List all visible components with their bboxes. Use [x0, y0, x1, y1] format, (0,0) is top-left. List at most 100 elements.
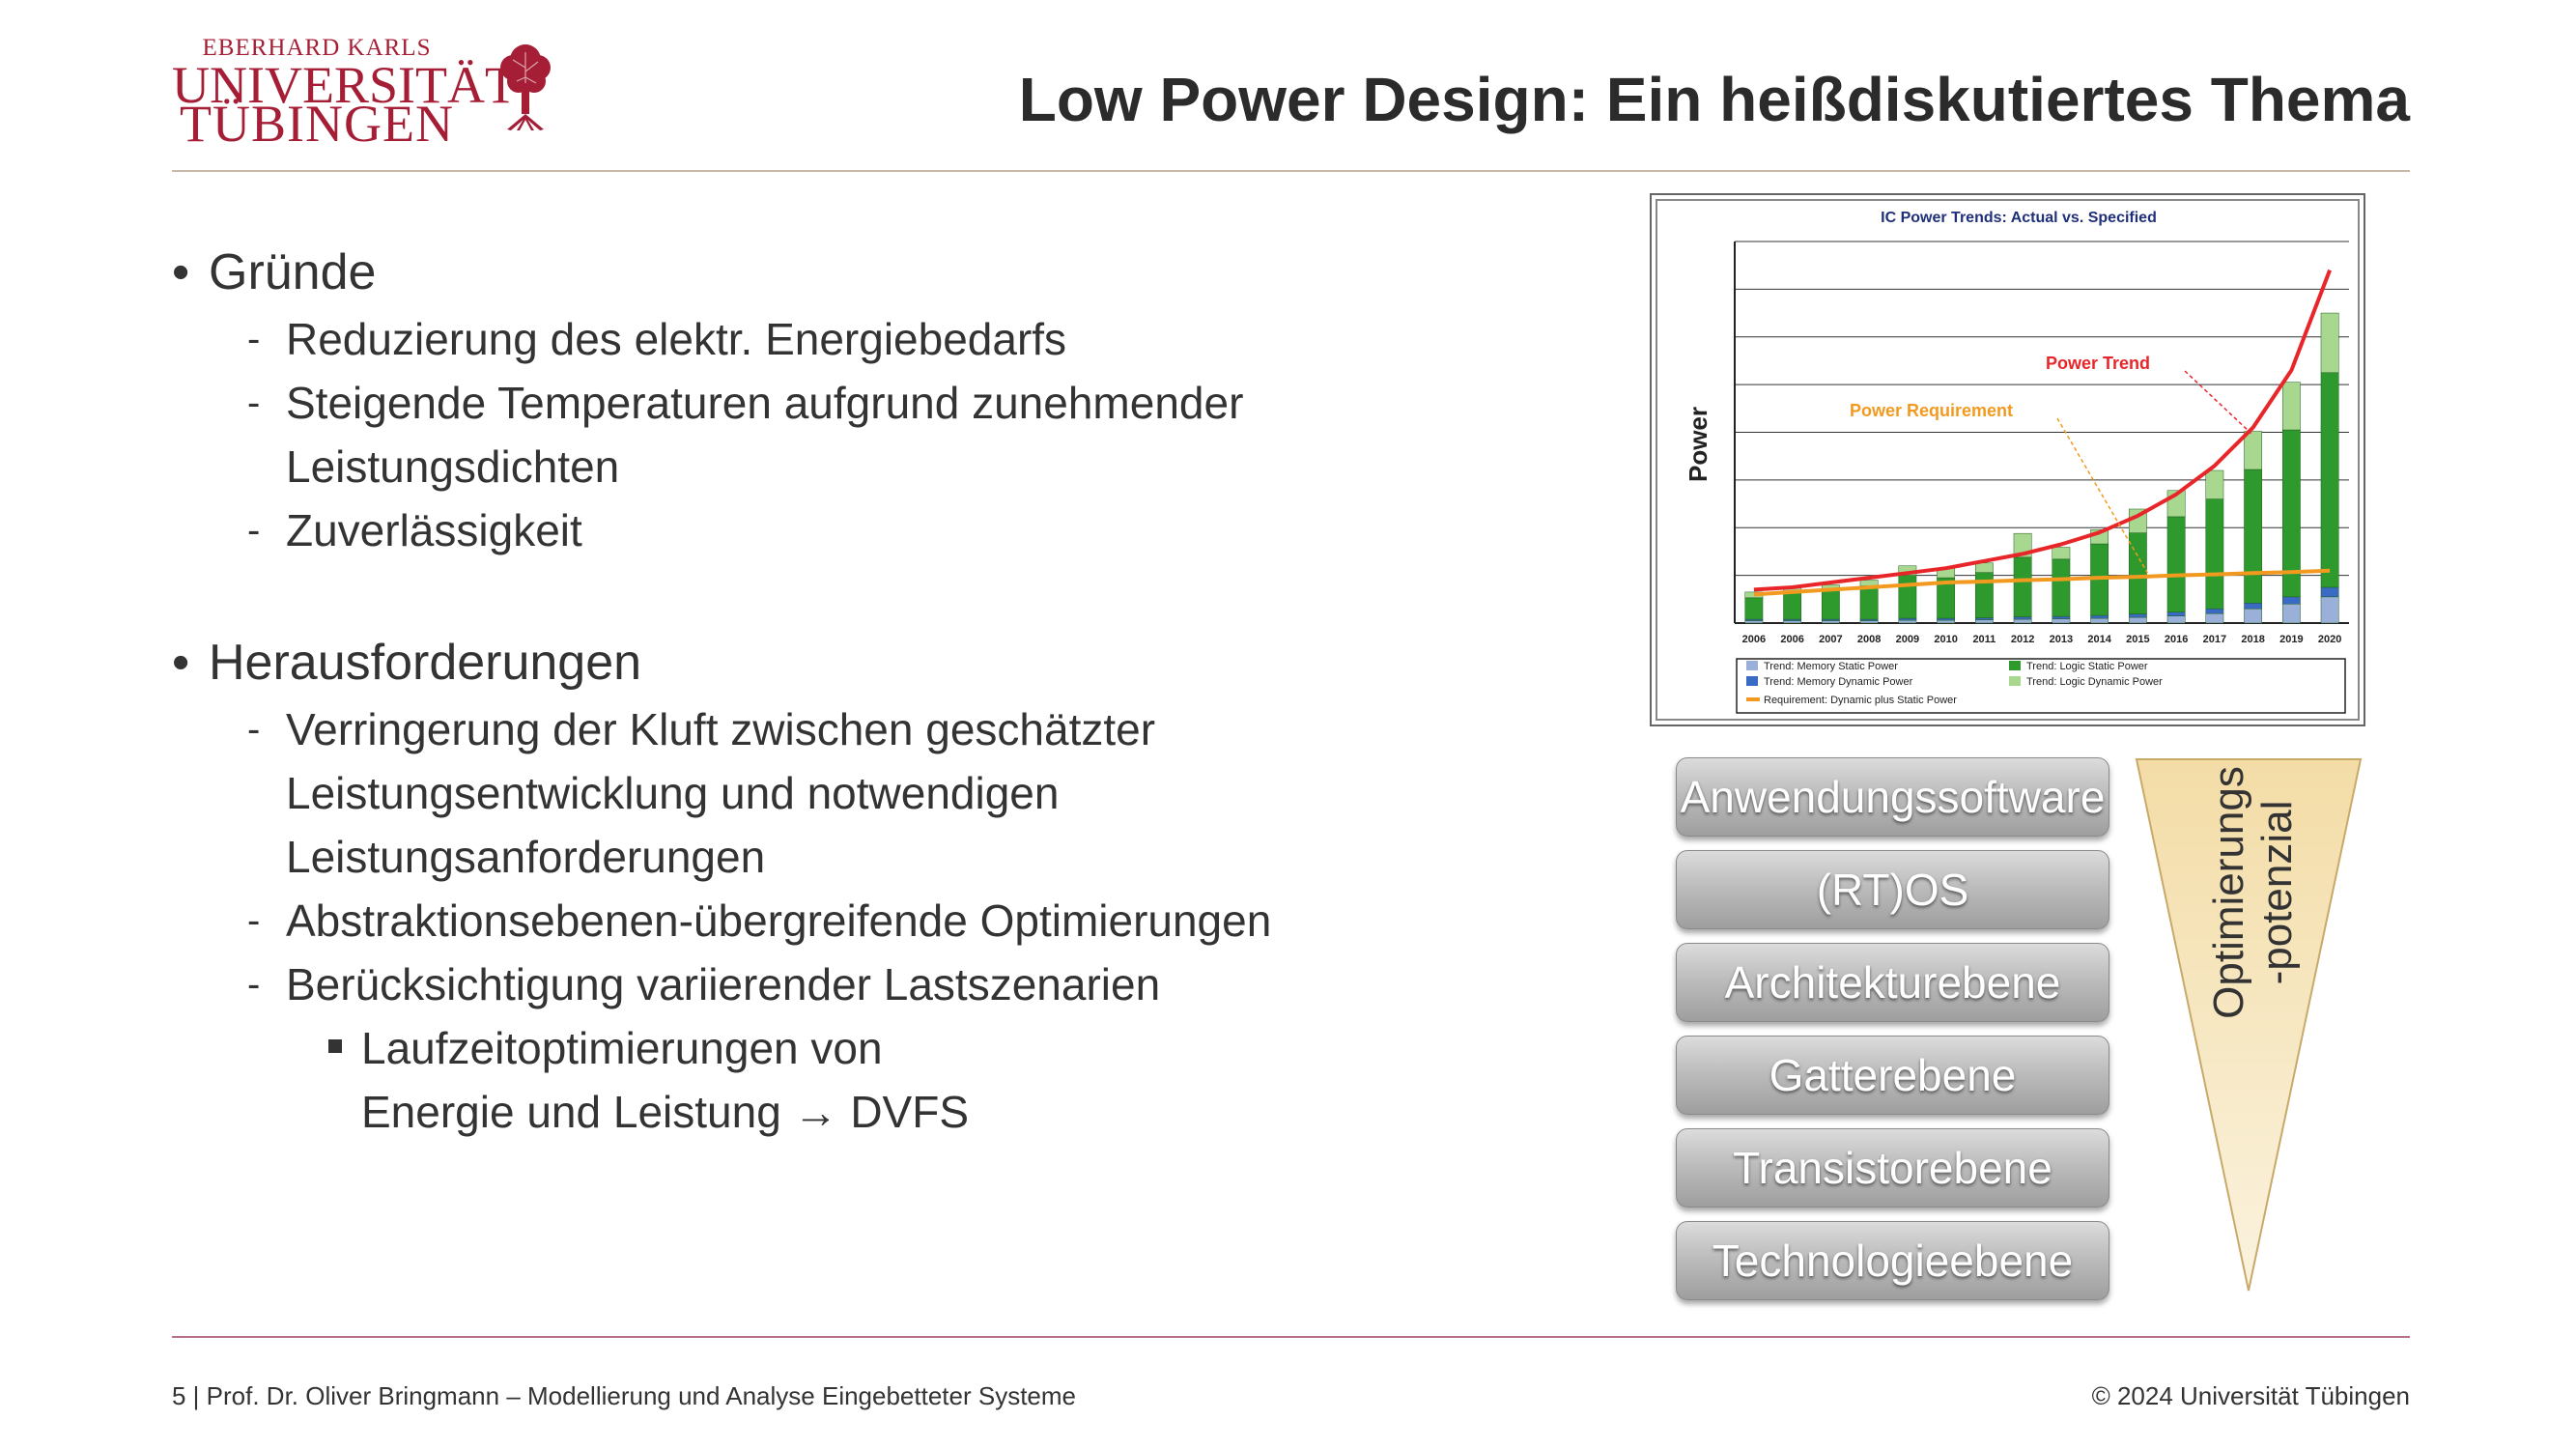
chart-x-tick-label: 2007 [1819, 634, 1842, 645]
chart-svg: IC Power Trends: Actual vs. Specified Po… [1684, 210, 2349, 714]
chart-bar-segment [2244, 431, 2263, 470]
chart-bar-segment [2205, 469, 2224, 499]
chart-bar-segment [2013, 618, 2032, 624]
layer-architecture: Architekturebene [1676, 943, 2109, 1022]
chart-bar-segment [1974, 572, 1994, 618]
chart-x-tick-label: 2008 [1857, 634, 1881, 645]
chart-bar-segment [1859, 620, 1879, 624]
chart-bar-segment [2052, 618, 2071, 624]
layer-rtos: (RT)OS [1676, 850, 2109, 929]
chart-bar-segment [2244, 608, 2263, 624]
chart-x-tick-label: 2006 [1780, 634, 1803, 645]
tree-icon [500, 44, 551, 130]
chart-y-axis-label: Power [1684, 407, 1713, 482]
dash-marker: - [247, 708, 261, 751]
chart-bar-segment [2052, 615, 2071, 619]
chart-bar-segment [1974, 617, 1994, 620]
chart-bar-segment [2166, 516, 2186, 612]
bullet-text: Gründe [209, 244, 377, 300]
chart-annotation-leader [2056, 417, 2149, 574]
chart-bar-segment [1783, 592, 1802, 620]
chart-bar-segment [2128, 532, 2147, 614]
chart-title: IC Power Trends: Actual vs. Specified [1881, 210, 2157, 226]
sub-bullet-text: Abstraktionsebenen-übergreifende Optimie… [286, 895, 1272, 946]
chart-bar-segment [2320, 372, 2339, 588]
chart-x-tick-label: 2014 [2087, 634, 2111, 645]
sub-sub-bullet-text: Energie und Leistung → DVFS [361, 1087, 970, 1137]
header-divider [172, 170, 2410, 172]
logo-text-line1: EBERHARD KARLS [202, 35, 432, 61]
sub-bullet-text: Berücksichtigung variierender Lastszenar… [286, 959, 1161, 1009]
chart-legend-swatch [1746, 661, 1758, 670]
chart-annotation-power-trend: Power Trend [2046, 354, 2150, 373]
chart-legend-label: Trend: Logic Static Power [2026, 661, 2148, 672]
chart-x-tick-label: 2010 [1934, 634, 1957, 645]
chart-x-tick-label: 2016 [2165, 634, 2188, 645]
chart-legend-swatch [2009, 661, 2021, 670]
chart-series-line [1753, 269, 2332, 592]
chart-bar-segment [1937, 617, 1956, 621]
bullet-marker: • [172, 635, 190, 691]
chart-bar-segment [2281, 596, 2301, 605]
chart-x-tick-label: 2013 [2050, 634, 2073, 645]
slide-title: Low Power Design: Ein heißdiskutiertes T… [1018, 65, 2410, 134]
footer-copyright: © 2024 Universität Tübingen [2091, 1381, 2410, 1410]
chart-bar-segment [2320, 586, 2339, 598]
square-marker [328, 1039, 342, 1053]
chart-bar-segment [2052, 547, 2071, 560]
chart-x-tick-label: 2018 [2241, 634, 2264, 645]
dash-marker: - [247, 509, 261, 552]
dash-marker: - [247, 899, 261, 942]
bullet-marker: • [172, 244, 190, 300]
chart-legend-box [1736, 658, 2346, 714]
chart-bar-segment [1974, 619, 1994, 624]
optimization-potential-triangle: Optimierungs -potenzial [2135, 758, 2363, 1292]
dash-marker: - [247, 318, 261, 360]
chart-legend-label: Trend: Memory Static Power [1764, 661, 1898, 672]
layer-gate: Gatterebene [1676, 1036, 2109, 1115]
chart-bar-segment [2052, 558, 2071, 617]
chart-x-tick-label: 2011 [1972, 634, 1996, 645]
layer-technology: Technologieebene [1676, 1221, 2109, 1300]
sub-bullet-text: Verringerung der Kluft zwischen geschätz… [286, 704, 1156, 754]
sub-sub-bullet-text: Laufzeitoptimierungen von [361, 1023, 883, 1073]
chart-bar-segment [1859, 585, 1879, 620]
chart-bar-segment [2013, 556, 2032, 617]
dash-marker: - [247, 382, 261, 424]
chart-x-tick-label: 2006 [1742, 634, 1766, 645]
chart-bar-segment [1974, 562, 1994, 573]
chart-annotation-leader [2184, 370, 2252, 435]
chart-x-tick-label: 2009 [1896, 634, 1919, 645]
chart-bar-segment [1821, 620, 1840, 624]
sub-bullet-text: Leistungsanforderungen [286, 832, 766, 882]
triangle-label-line1: Optimierungs [2205, 766, 2252, 1019]
chart-bar-segment [1783, 620, 1802, 624]
sub-bullet-text: Reduzierung des elektr. Energiebedarfs [286, 314, 1067, 364]
chart-bar-segment [2090, 614, 2109, 619]
sub-bullet-text: Steigende Temperaturen aufgrund zunehmen… [286, 378, 1244, 428]
dash-marker: - [247, 963, 261, 1006]
chart-bar-segment [1744, 620, 1764, 624]
sub-bullet-text: Leistungsentwicklung und notwendigen [286, 768, 1060, 818]
chart-bar-segment [2205, 608, 2224, 614]
chart-bar-segment [2205, 498, 2224, 610]
chart-series-line [1753, 568, 2331, 597]
chart-legend-swatch [1746, 676, 1758, 686]
logo-text-line2: UNIVERSITÄT [172, 56, 517, 114]
chart-bar-segment [1744, 597, 1764, 620]
chart-bar-segment [2205, 612, 2224, 624]
triangle-label-line2: -potenzial [2253, 801, 2301, 985]
chart-x-tick-label: 2017 [2203, 634, 2226, 645]
chart-bar-segment [2090, 617, 2109, 624]
sub-bullet-text: Leistungsdichten [286, 441, 620, 492]
university-logo: EBERHARD KARLS UNIVERSITÄT TÜBINGEN [172, 35, 578, 153]
layer-transistor: Transistorebene [1676, 1128, 2109, 1208]
chart-bar-segment [2166, 611, 2186, 616]
power-trends-chart: IC Power Trends: Actual vs. Specified Po… [1650, 193, 2365, 726]
chart-annotation-power-requirement: Power Requirement [1850, 401, 2013, 420]
sub-bullet-text: Zuverlässigkeit [286, 505, 582, 555]
chart-x-tick-label: 2015 [2126, 634, 2149, 645]
chart-bar-segment [1898, 617, 1917, 621]
chart-legend-swatch [2009, 676, 2021, 686]
chart-bar-segment [2244, 469, 2263, 604]
